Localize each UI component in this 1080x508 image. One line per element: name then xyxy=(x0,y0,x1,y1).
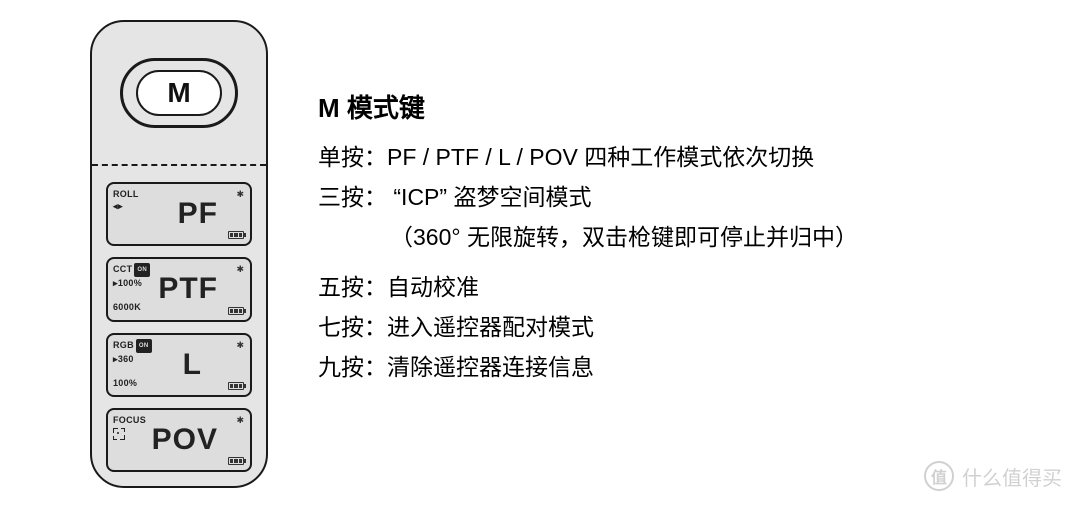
lcd-sub1: ▸100% xyxy=(113,277,150,289)
desc-line: 单按：PF / PTF / L / POV 四种工作模式依次切换 xyxy=(318,137,858,177)
lcd-mode: POV xyxy=(152,423,218,457)
description-title: M 模式键 xyxy=(318,88,858,125)
device-separator xyxy=(92,164,266,166)
description-block: M 模式键 单按：PF / PTF / L / POV 四种工作模式依次切换 三… xyxy=(318,20,858,488)
on-badge: ON xyxy=(134,263,150,277)
bluetooth-icon: ✱ xyxy=(236,340,244,351)
desc-line: 七按：进入遥控器配对模式 xyxy=(318,307,858,347)
lcd-title: CCT xyxy=(113,264,132,274)
device-illustration: M ROLL ◂ ▸ PF ✱ CCTON ▸100% 6000 xyxy=(90,20,268,488)
battery-icon xyxy=(228,457,244,465)
lcd-sub2: 100% xyxy=(113,377,152,389)
battery-icon xyxy=(228,231,244,239)
lcd-mode: PTF xyxy=(158,272,218,306)
lcd-title: ROLL xyxy=(113,189,139,199)
lcd-screen-list: ROLL ◂ ▸ PF ✱ CCTON ▸100% 6000K PTF ✱ xyxy=(106,182,252,472)
focus-icon xyxy=(113,428,125,440)
lcd-title: RGB xyxy=(113,340,134,350)
bluetooth-icon: ✱ xyxy=(236,415,244,426)
lcd-sub1: ◂ ▸ xyxy=(113,200,139,212)
battery-icon xyxy=(228,307,244,315)
mode-button-outer: M xyxy=(120,58,238,128)
desc-line: 三按： “ICP” 盗梦空间模式 xyxy=(318,177,858,217)
lcd-sub2: 6000K xyxy=(113,301,150,313)
desc-line: （360° 无限旋转，双击枪键即可停止并归中） xyxy=(318,217,858,257)
lcd-sub1: ▸360 xyxy=(113,353,152,365)
on-badge: ON xyxy=(136,339,152,353)
mode-button-label: M xyxy=(167,77,190,109)
device-top-section: M xyxy=(92,22,266,164)
battery-icon xyxy=(228,382,244,390)
lcd-title: FOCUS xyxy=(113,415,146,425)
lcd-screen: FOCUS POV ✱ xyxy=(106,408,252,472)
desc-line: 五按：自动校准 xyxy=(318,267,858,307)
bluetooth-icon: ✱ xyxy=(236,264,244,275)
lcd-screen: ROLL ◂ ▸ PF ✱ xyxy=(106,182,252,246)
lcd-screen: CCTON ▸100% 6000K PTF ✱ xyxy=(106,257,252,321)
bluetooth-icon: ✱ xyxy=(236,189,244,200)
lcd-screen: RGBON ▸360 100% L ✱ xyxy=(106,333,252,397)
lcd-mode: L xyxy=(183,348,202,382)
lcd-mode: PF xyxy=(178,197,218,231)
watermark-text: 什么值得买 xyxy=(962,462,1062,491)
watermark: 值 什么值得买 xyxy=(924,461,1062,491)
mode-button[interactable]: M xyxy=(136,70,222,116)
watermark-badge: 值 xyxy=(924,461,954,491)
desc-line: 九按：清除遥控器连接信息 xyxy=(318,347,858,387)
